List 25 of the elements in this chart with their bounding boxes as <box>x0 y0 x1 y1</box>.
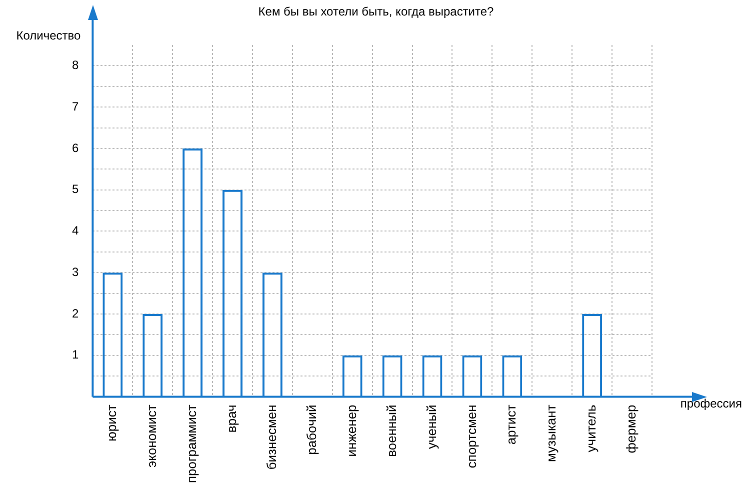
x-tick-label: инженер <box>344 404 359 457</box>
x-tick-label: спортсмен <box>464 404 479 468</box>
x-tick-label: юрист <box>104 404 120 442</box>
x-tick-label: военный <box>384 404 399 457</box>
y-tick-label: 4 <box>72 224 79 238</box>
y-tick-label: 5 <box>72 182 79 196</box>
y-tick-label: 2 <box>72 306 79 320</box>
y-tick-label: 7 <box>72 99 79 114</box>
x-tick-label: экономист <box>144 404 160 468</box>
y-tick-label: 8 <box>72 58 79 72</box>
y-tick-label: 1 <box>72 348 79 362</box>
x-tick-label: врач <box>224 404 240 433</box>
x-tick-label: учитель <box>584 404 599 452</box>
y-tick-label: 3 <box>72 264 79 279</box>
y-axis-title: Количество <box>16 28 81 42</box>
x-axis-title: профессия <box>680 396 742 410</box>
x-tick-label: музыкант <box>544 404 559 462</box>
x-tick-label: фермер <box>624 404 639 454</box>
chart-title: Кем бы вы хотели быть, когда вырастите? <box>258 4 494 18</box>
y-tick-label: 6 <box>72 140 79 155</box>
x-tick-label: ученый <box>424 404 439 450</box>
x-tick-label: программист <box>184 404 200 484</box>
x-tick-label: артист <box>504 404 519 445</box>
x-tick-label: бизнесмен <box>264 404 280 470</box>
x-tick-label: рабочий <box>304 404 319 455</box>
